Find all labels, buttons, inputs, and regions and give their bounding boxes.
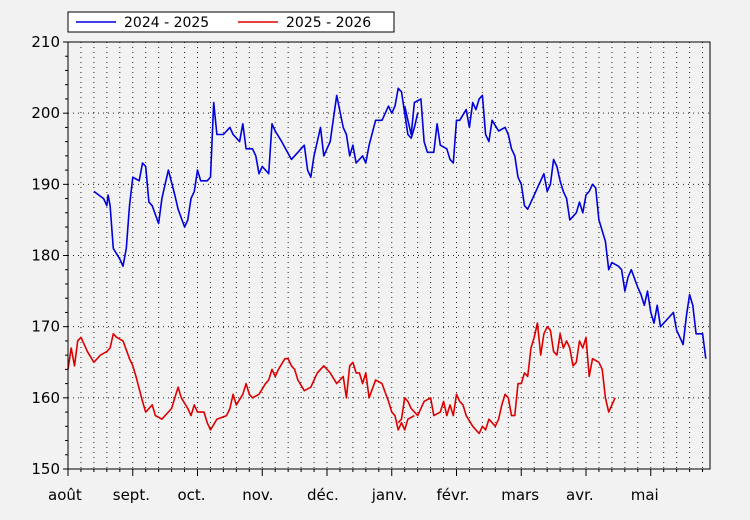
y-tick-label: 150 (31, 460, 60, 478)
x-tick-label: déc. (307, 486, 339, 504)
x-axis: août sept. oct. nov. déc. janv. févr. mars avr. m… (48, 469, 704, 504)
legend-label-series-2: 2025 - 2026 (286, 15, 371, 31)
y-axis: 150 160 170 180 190 200 210 (31, 33, 68, 478)
series-2-line-segment-2 (397, 322, 616, 435)
x-tick-label: mai (631, 486, 659, 504)
legend-box (67, 11, 395, 33)
series-lines (67, 87, 707, 435)
y-tick-label: 170 (31, 318, 60, 336)
y-tick-label: 180 (31, 247, 60, 265)
x-tick-label: mars (501, 486, 539, 504)
y-tick-label: 160 (31, 389, 60, 407)
legend: 2024 - 2025 2025 - 2026 (67, 11, 395, 33)
x-tick-label: avr. (566, 486, 594, 504)
legend-label-series-1: 2024 - 2025 (124, 15, 209, 31)
x-tick-label: nov. (242, 486, 273, 504)
x-tick-label: janv. (371, 486, 407, 504)
x-tick-label: août (48, 486, 82, 504)
x-tick-label: oct. (178, 486, 206, 504)
y-tick-label: 190 (31, 175, 60, 193)
series-1-line-segment-2 (403, 94, 707, 359)
y-tick-label: 210 (31, 33, 60, 51)
x-tick-label: sept. (113, 486, 150, 504)
series-1-line-segment-1 (93, 87, 419, 267)
y-tick-label: 200 (31, 104, 60, 122)
x-tick-label: févr. (437, 486, 470, 504)
series-2-line-segment-1 (67, 333, 415, 431)
